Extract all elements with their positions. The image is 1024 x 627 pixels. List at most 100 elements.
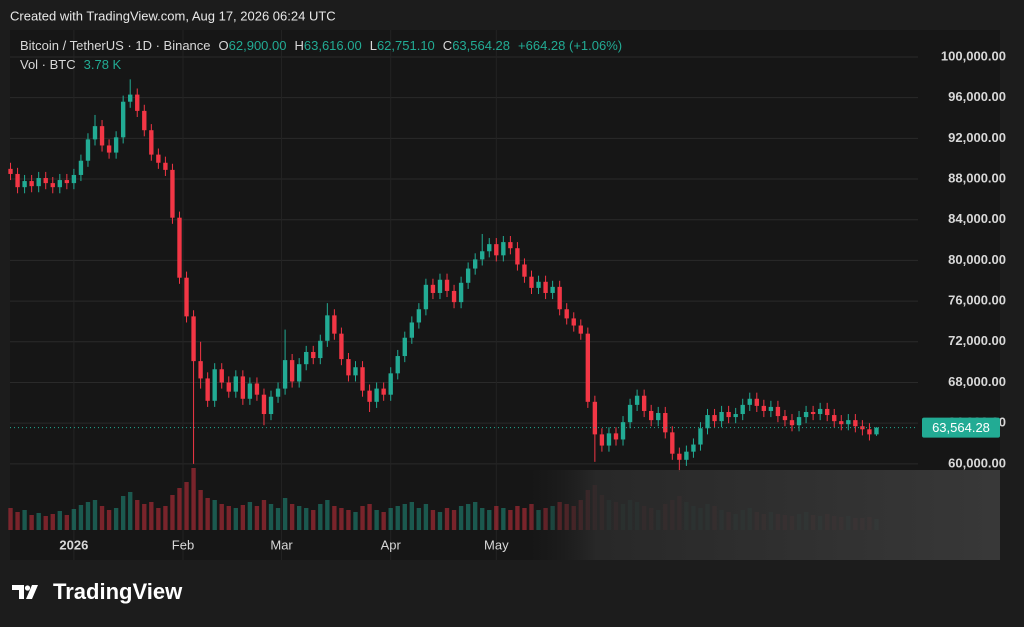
- candle-body: [472, 259, 478, 269]
- candle-body: [740, 404, 745, 415]
- candle-body: [585, 333, 591, 402]
- candle-body: [634, 395, 640, 405]
- candle-body: [311, 351, 316, 359]
- volume-bar: [163, 506, 168, 530]
- y-tick-label: 96,000.00: [948, 89, 1006, 104]
- volume-bar: [360, 506, 365, 530]
- volume-bar: [409, 502, 415, 530]
- volume-bar: [128, 492, 133, 530]
- candle-body: [656, 413, 661, 421]
- volume-line: Vol · BTC 3.78 K: [20, 57, 122, 72]
- volume-bar: [451, 510, 457, 530]
- candle-body: [501, 242, 506, 256]
- candle-body: [775, 406, 781, 417]
- ohlc-key: O: [219, 38, 229, 53]
- candle-body: [71, 174, 77, 184]
- volume-bar: [465, 504, 471, 530]
- candle-body: [423, 284, 429, 310]
- y-tick-label: 100,000.00: [941, 48, 1006, 63]
- volume-bar: [494, 506, 499, 530]
- volume-bar: [64, 515, 70, 530]
- volume-bar: [78, 505, 84, 530]
- candle-body: [789, 420, 795, 426]
- volume-bar: [29, 515, 34, 530]
- candle-body: [261, 394, 267, 415]
- candle-body: [128, 94, 133, 102]
- candle-body: [135, 94, 140, 111]
- volume-bar: [480, 508, 485, 530]
- candle-body: [817, 408, 823, 415]
- volume-bar: [170, 495, 175, 530]
- volume-bar: [381, 512, 386, 530]
- y-tick-label: 68,000.00: [948, 374, 1006, 389]
- volume-bar: [36, 513, 41, 530]
- volume-bar: [184, 482, 189, 530]
- volume-bar: [149, 502, 154, 530]
- candle-body: [85, 139, 91, 161]
- volume-bar: [22, 510, 27, 530]
- candle-body: [810, 411, 816, 415]
- candle-body: [480, 251, 485, 260]
- candle-body: [57, 180, 62, 188]
- candle-body: [50, 183, 55, 188]
- candle-body: [536, 281, 541, 288]
- candle-body: [15, 173, 20, 188]
- candle-body: [543, 281, 548, 293]
- candle-body: [550, 286, 555, 293]
- candle-body: [99, 126, 105, 146]
- candle-body: [402, 337, 407, 357]
- ohlc-value: 62,900.00: [229, 38, 287, 53]
- volume-bar: [332, 506, 337, 530]
- volume-bar: [240, 505, 246, 530]
- candle-body: [719, 411, 724, 422]
- candle-body: [163, 162, 168, 170]
- volume-bar: [71, 509, 77, 530]
- candle-body: [796, 417, 802, 426]
- candle-body: [451, 290, 457, 303]
- candle-body: [733, 414, 738, 418]
- candle-body: [304, 351, 309, 365]
- volume-bar: [226, 506, 231, 530]
- candle-body: [346, 359, 351, 376]
- volume-bar: [247, 502, 253, 530]
- candle-body: [360, 367, 365, 391]
- candle-body: [677, 453, 682, 460]
- candle-body: [8, 168, 13, 174]
- candle-body: [388, 373, 393, 395]
- volume-bar: [177, 488, 182, 530]
- change: +664.28 (+1.06%): [518, 38, 622, 53]
- candle-body: [839, 421, 844, 425]
- axes: 60,000.0064,000.0068,000.0072,000.0076,0…: [10, 48, 1006, 552]
- volume-bar: [135, 500, 140, 530]
- candle-body: [803, 411, 809, 418]
- volume-bar: [339, 508, 344, 530]
- candle-body: [170, 169, 175, 218]
- candle-body: [409, 322, 415, 338]
- y-tick-label: 60,000.00: [948, 455, 1006, 470]
- volume-bar: [304, 508, 309, 530]
- symbol: Bitcoin / TetherUS · 1D · Binance: [20, 38, 211, 53]
- watermark: Created with TradingView.com, Aug 17, 20…: [10, 8, 336, 23]
- volume-bar: [156, 508, 161, 530]
- candle-body: [726, 411, 731, 418]
- volume-bar: [430, 510, 436, 530]
- candle-body: [395, 356, 400, 374]
- candle-body: [557, 286, 562, 310]
- candle-body: [247, 383, 253, 399]
- candle-body: [219, 369, 224, 383]
- candle-body: [761, 405, 767, 411]
- candle-body: [578, 325, 583, 334]
- volume-bar: [458, 506, 464, 530]
- volume-value: 3.78 K: [84, 57, 122, 72]
- y-tick-label: 72,000.00: [948, 333, 1006, 348]
- candle-body: [691, 444, 696, 452]
- volume-bar: [501, 508, 506, 530]
- volume-bar: [515, 506, 520, 530]
- y-tick-label: 88,000.00: [948, 170, 1006, 185]
- candle-body: [191, 316, 196, 362]
- last-price-box: [922, 417, 1000, 438]
- candle-body: [698, 428, 703, 445]
- candle-body: [106, 145, 112, 153]
